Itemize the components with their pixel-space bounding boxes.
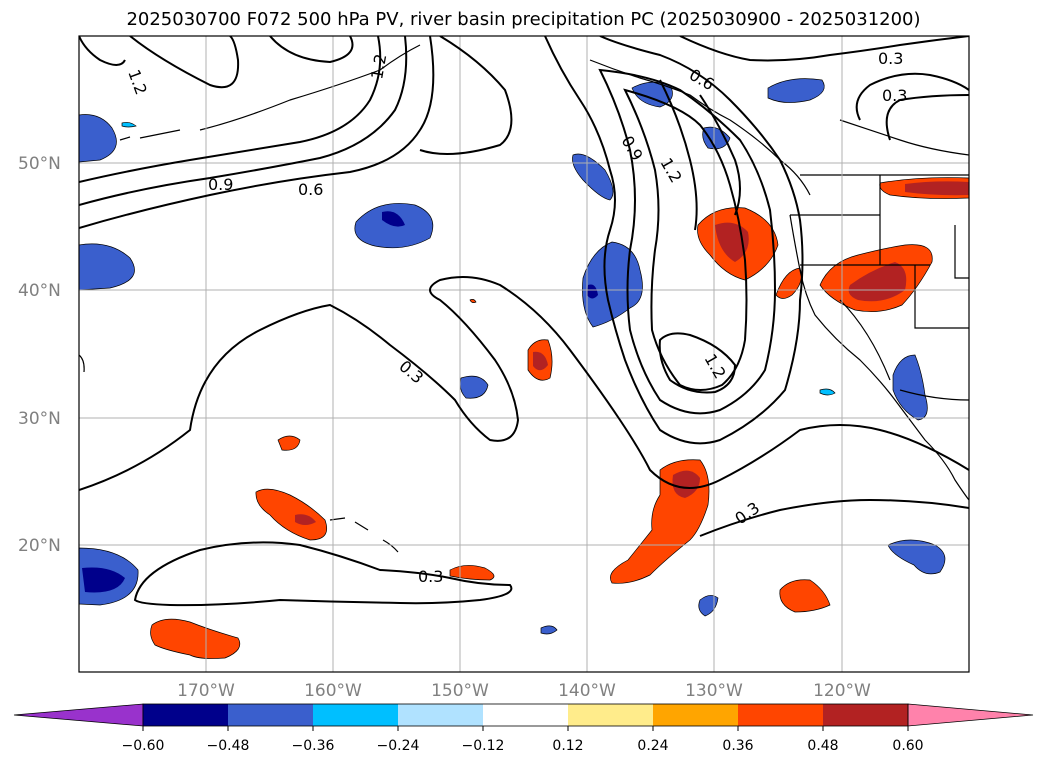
contour-label: 0.9 bbox=[208, 175, 233, 194]
lat-label: 30°N bbox=[18, 409, 61, 429]
colorbar-bin bbox=[823, 704, 908, 726]
contour-label: 0.3 bbox=[418, 567, 443, 586]
coastlines bbox=[79, 44, 969, 553]
colorbar-bin bbox=[568, 704, 653, 726]
colorbar-bin bbox=[483, 704, 568, 726]
colorbar-extend-max bbox=[907, 703, 1034, 727]
colorbar-outline bbox=[142, 703, 909, 727]
colorbar-bin bbox=[228, 704, 313, 726]
lon-label: 140°W bbox=[558, 681, 616, 701]
lon-label: 120°W bbox=[813, 681, 871, 701]
precip-anomaly-shading bbox=[79, 78, 969, 659]
colorbar-extend-min bbox=[13, 703, 144, 727]
graticule bbox=[79, 36, 969, 672]
colorbar: −0.60 −0.48 −0.36 −0.24 −0.12 0.12 0.24 0.36 0.4… bbox=[13, 703, 1034, 754]
map-frame bbox=[78, 35, 970, 673]
colorbar-tick-label: −0.24 bbox=[377, 738, 420, 754]
colorbar-tick-label: 0.48 bbox=[807, 738, 838, 754]
lon-label: 170°W bbox=[177, 681, 235, 701]
contour-label: 1.2 bbox=[367, 52, 390, 80]
colorbar-tick-label: −0.60 bbox=[122, 738, 165, 754]
colorbar-bin bbox=[653, 704, 738, 726]
contour-label: 0.6 bbox=[298, 180, 323, 199]
contour-label: 0.3 bbox=[878, 49, 903, 68]
longitude-labels: 170°W 160°W 150°W 140°W 130°W 120°W bbox=[177, 681, 871, 701]
lon-label: 150°W bbox=[431, 681, 489, 701]
pv-contours bbox=[79, 36, 969, 607]
colorbar-tick-label: 0.12 bbox=[552, 738, 583, 754]
colorbar-tick-label: −0.36 bbox=[292, 738, 335, 754]
contour-label: 0.3 bbox=[882, 86, 907, 105]
lat-label: 20°N bbox=[18, 536, 61, 556]
colorbar-bin bbox=[313, 704, 398, 726]
map-plot-area bbox=[79, 36, 969, 672]
lon-label: 160°W bbox=[304, 681, 362, 701]
lat-label: 40°N bbox=[18, 281, 61, 301]
colorbar-tick-label: −0.12 bbox=[462, 738, 505, 754]
lon-label: 130°W bbox=[685, 681, 743, 701]
colorbar-bin bbox=[143, 704, 228, 726]
colorbar-tick-label: 0.24 bbox=[637, 738, 668, 754]
colorbar-tick-label: 0.36 bbox=[722, 738, 753, 754]
latitude-labels: 50°N 40°N 30°N 20°N bbox=[18, 154, 61, 556]
colorbar-bin bbox=[398, 704, 483, 726]
colorbar-tick-label: 0.60 bbox=[892, 738, 923, 754]
colorbar-tick-label: −0.48 bbox=[207, 738, 250, 754]
lat-label: 50°N bbox=[18, 154, 61, 174]
map-title: 2025030700 F072 500 hPa PV, river basin … bbox=[126, 9, 921, 30]
colorbar-bin bbox=[738, 704, 823, 726]
